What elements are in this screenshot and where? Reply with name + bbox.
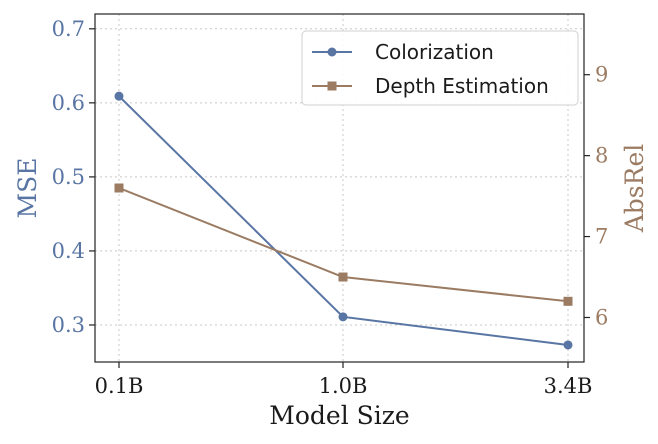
- x-tick-label: 3.4B: [544, 374, 593, 398]
- depth-estimation-point: [114, 183, 124, 193]
- y-right-tick-label: 7: [595, 225, 608, 249]
- plot-frame: [94, 13, 585, 363]
- y-axis-left-label: MSE: [13, 158, 42, 219]
- legend: Colorization Depth Estimation: [301, 30, 579, 106]
- y-left-tick-label: 0.7: [52, 17, 85, 41]
- y-left-tick-label: 0.4: [52, 239, 85, 263]
- y-left-tick-label: 0.3: [52, 313, 85, 337]
- x-tick-label: 0.1B: [95, 374, 144, 398]
- colorization-point: [114, 91, 124, 101]
- ticks-layer: 0.1B 1.0B 3.4B 0.3 0.4 0.5 0.6 0.7 6 7 8 9: [52, 17, 609, 398]
- colorization-point: [563, 340, 573, 350]
- legend-depth-estimation-marker: [327, 81, 337, 91]
- legend-colorization-marker: [327, 47, 337, 57]
- legend-depth-estimation-label: Depth Estimation: [375, 74, 549, 98]
- y-right-tick-label: 8: [595, 144, 608, 168]
- y-right-tick-label: 9: [595, 63, 608, 87]
- colorization-point: [338, 312, 348, 322]
- y-left-tick-label: 0.5: [52, 165, 85, 189]
- series-layer: [114, 91, 573, 350]
- legend-colorization-label: Colorization: [375, 40, 494, 64]
- x-tick-label: 1.0B: [319, 374, 368, 398]
- legend-box: [301, 30, 579, 106]
- depth-estimation-point: [338, 272, 348, 282]
- y-axis-right-label: AbsRel: [620, 144, 649, 234]
- y-right-tick-label: 6: [595, 305, 608, 329]
- y-left-tick-label: 0.6: [52, 91, 85, 115]
- x-axis-label: Model Size: [269, 401, 409, 430]
- depth-estimation-point: [563, 296, 573, 306]
